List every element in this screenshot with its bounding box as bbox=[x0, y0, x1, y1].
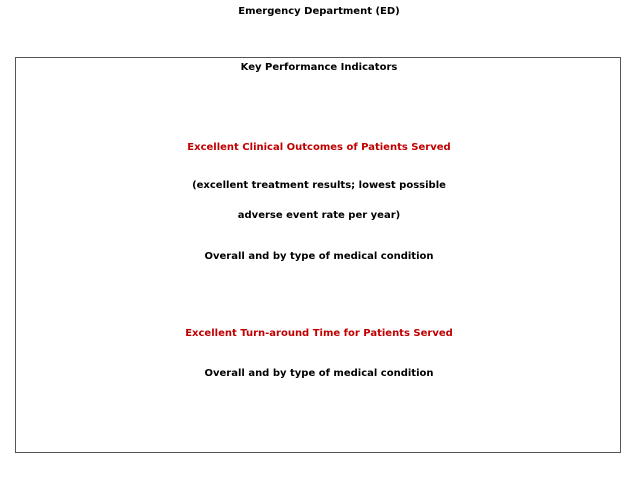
content-box bbox=[15, 57, 621, 453]
section-line: (excellent treatment results; lowest pos… bbox=[192, 180, 446, 191]
section-heading: Excellent Turn-around Time for Patients … bbox=[185, 328, 453, 339]
section-heading: Excellent Clinical Outcomes of Patients … bbox=[187, 142, 451, 153]
slide-title: Emergency Department (ED) bbox=[238, 6, 400, 17]
section-line: Overall and by type of medical condition bbox=[204, 368, 434, 379]
section-line: Overall and by type of medical condition bbox=[204, 251, 434, 262]
section-line: adverse event rate per year) bbox=[237, 210, 401, 221]
box-heading: Key Performance Indicators bbox=[240, 62, 398, 73]
